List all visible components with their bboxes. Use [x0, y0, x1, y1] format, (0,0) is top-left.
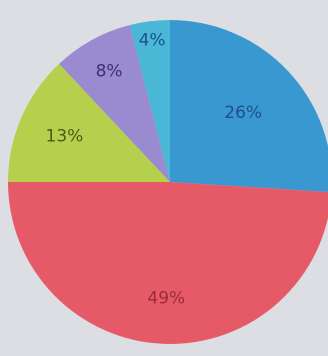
pie-slice-label: 4% — [139, 31, 166, 51]
pie-slice — [8, 182, 328, 344]
pie-labels: 26% 49% 13% 8% 4% — [46, 31, 263, 309]
pie-slice-label: 26% — [224, 103, 262, 123]
pie-slice — [59, 25, 170, 183]
pie-slice — [170, 20, 328, 192]
pie-slice-label: 8% — [96, 61, 123, 81]
pie-slice-label: 13% — [46, 126, 84, 146]
pie-slice — [8, 63, 170, 182]
pie-slices — [8, 20, 328, 344]
pie-slice-label: 49% — [147, 289, 185, 309]
pie-slice — [129, 20, 170, 182]
